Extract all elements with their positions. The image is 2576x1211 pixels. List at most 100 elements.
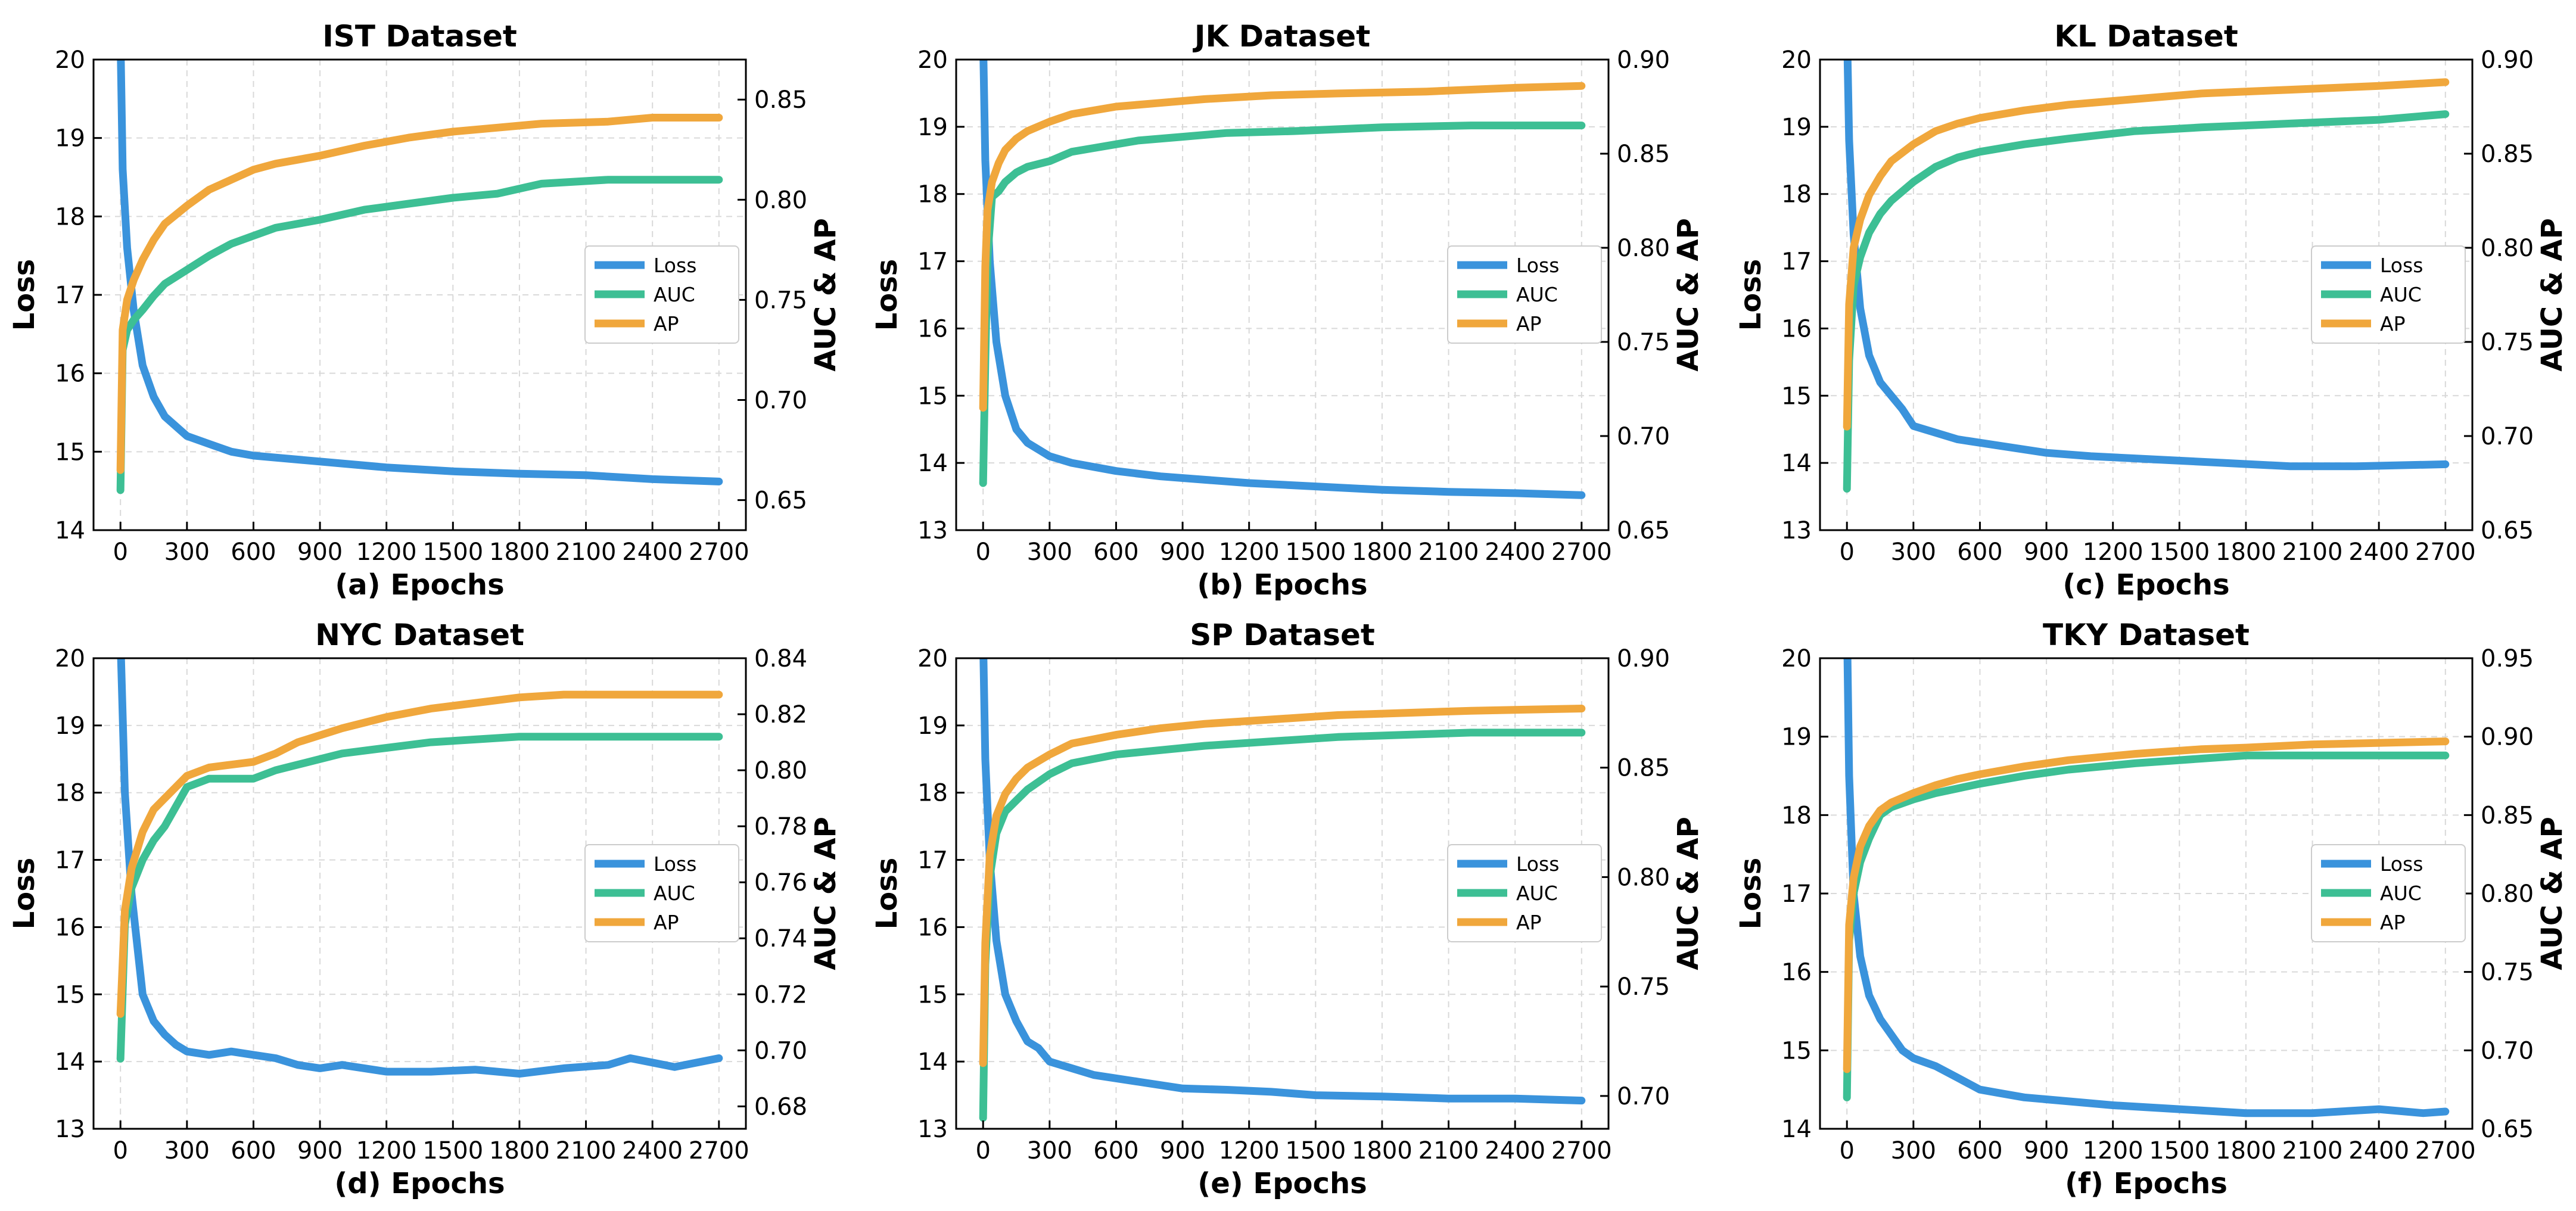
x-axis-label: (d) Epochs xyxy=(334,1167,505,1200)
x-tick-label: 1800 xyxy=(489,1137,550,1165)
y2-axis-label: AUC & AP xyxy=(1672,817,1705,970)
x-tick-label: 900 xyxy=(297,1137,343,1165)
plot-area xyxy=(1843,658,2450,1117)
y2-axis-label: AUC & AP xyxy=(1672,218,1705,371)
y2-tick-label: 0.76 xyxy=(754,869,807,896)
y2-axis-label: AUC & AP xyxy=(2535,218,2569,371)
y-tick-label: 18 xyxy=(1781,181,1812,208)
legend-box xyxy=(584,844,739,942)
y2-tick-label: 0.70 xyxy=(2481,423,2534,450)
y-tick-label: 14 xyxy=(1781,450,1812,477)
x-tick-label: 1200 xyxy=(1219,1137,1280,1165)
y-tick-label: 18 xyxy=(55,203,85,231)
y2-axis-label: AUC & AP xyxy=(809,817,842,970)
series-line-ap xyxy=(979,82,1586,412)
legend: Loss AUC AP xyxy=(1447,245,1602,344)
y-tick-label: 15 xyxy=(1781,382,1812,410)
subplot-4: 0 300 600 900 1200 1500 1800 2100 2400 2700 13 14 15… xyxy=(8,618,842,1200)
legend-box xyxy=(2311,245,2466,344)
subplot-3: 0 300 600 900 1200 1500 1800 2100 2400 2700 13 14 15… xyxy=(1734,19,2569,602)
legend: Loss AUC AP xyxy=(584,844,739,942)
y2-tick-label: 0.80 xyxy=(2481,880,2534,908)
y-tick-label: 13 xyxy=(917,517,948,544)
axes-frame xyxy=(955,657,1610,1130)
subplot-title: SP Dataset xyxy=(1190,618,1375,652)
y-tick-label: 14 xyxy=(917,450,948,477)
x-tick-label: 1500 xyxy=(1285,538,1346,566)
subplot-6: 0 300 600 900 1200 1500 1800 2100 2400 2700 14 15 16… xyxy=(1734,618,2569,1200)
x-tick-label: 1800 xyxy=(2216,1137,2276,1165)
x-tick-label: 0 xyxy=(113,538,127,566)
y-tick-label: 19 xyxy=(1781,114,1812,141)
x-tick-label: 300 xyxy=(1891,538,1936,566)
x-tick-label: 2700 xyxy=(689,538,749,566)
y2-tick-label: 0.90 xyxy=(1617,46,1670,74)
series-line-loss xyxy=(979,60,1586,499)
y-tick-label: 15 xyxy=(1781,1037,1812,1064)
y-tick-label: 15 xyxy=(55,438,85,466)
x-tick-label: 1500 xyxy=(2149,1137,2210,1165)
subplot-title: JK Dataset xyxy=(1193,19,1370,54)
subplot-title: KL Dataset xyxy=(2054,19,2238,54)
legend-box xyxy=(1447,245,1602,344)
x-tick-label: 0 xyxy=(975,538,990,566)
y-axis-label: Loss xyxy=(8,858,41,930)
y2-tick-label: 0.70 xyxy=(754,1037,807,1064)
x-tick-label: 0 xyxy=(113,1137,127,1165)
x-tick-label: 0 xyxy=(975,1137,990,1165)
y-tick-label: 14 xyxy=(55,517,85,544)
x-tick-label: 600 xyxy=(1093,1137,1138,1165)
y-tick-label: 15 xyxy=(917,981,948,1008)
axes-frame xyxy=(1819,58,2474,531)
y2-axis-label: AUC & AP xyxy=(2535,817,2569,970)
y-tick-label: 16 xyxy=(1781,315,1812,343)
y2-tick-label: 0.75 xyxy=(2481,959,2534,986)
legend-label-auc: AUC xyxy=(2380,283,2422,306)
series-line-auc xyxy=(116,176,723,494)
x-tick-label: 2400 xyxy=(1485,1137,1545,1165)
y2-tick-label: 0.70 xyxy=(1617,423,1670,450)
x-tick-label: 0 xyxy=(1839,538,1854,566)
y-tick-label: 17 xyxy=(55,282,85,309)
y2-tick-label: 0.75 xyxy=(1617,973,1670,1001)
subplot-2: 0 300 600 900 1200 1500 1800 2100 2400 2700 13 14 15… xyxy=(870,19,1705,602)
legend-label-ap: AP xyxy=(654,911,679,934)
x-tick-label: 2700 xyxy=(689,1137,749,1165)
y-tick-label: 16 xyxy=(55,914,85,941)
x-tick-label: 2100 xyxy=(556,1137,617,1165)
legend: Loss AUC AP xyxy=(2311,245,2466,344)
y2-tick-label: 0.72 xyxy=(754,981,807,1008)
y-tick-label: 16 xyxy=(55,360,85,388)
x-tick-label: 900 xyxy=(1160,538,1205,566)
legend-label-loss: Loss xyxy=(654,254,696,277)
y-tick-label: 16 xyxy=(1781,959,1812,986)
x-tick-label: 1200 xyxy=(356,538,417,566)
x-tick-label: 900 xyxy=(2024,538,2069,566)
y2-tick-label: 0.70 xyxy=(2481,1037,2534,1064)
y2-tick-label: 0.82 xyxy=(754,701,807,729)
x-tick-label: 1500 xyxy=(422,1137,483,1165)
y2-tick-label: 0.65 xyxy=(2481,517,2534,544)
legend-label-loss: Loss xyxy=(654,852,696,876)
plot-area xyxy=(979,658,1586,1122)
y-tick-label: 14 xyxy=(917,1048,948,1076)
legend-label-ap: AP xyxy=(654,312,679,335)
legend-label-auc: AUC xyxy=(654,882,695,905)
x-axis-label: (e) Epochs xyxy=(1197,1167,1367,1200)
series-line-loss xyxy=(979,658,1586,1105)
y-tick-label: 19 xyxy=(1781,724,1812,751)
legend-label-auc: AUC xyxy=(2380,882,2422,905)
x-tick-label: 1200 xyxy=(356,1137,417,1165)
y-tick-label: 18 xyxy=(917,181,948,208)
y2-tick-label: 0.95 xyxy=(2481,645,2534,673)
x-tick-label: 300 xyxy=(1891,1137,1936,1165)
subplot-1: 0 300 600 900 1200 1500 1800 2100 2400 2700 14 15 16… xyxy=(8,19,842,602)
subplot-title: NYC Dataset xyxy=(315,618,524,652)
x-tick-label: 1500 xyxy=(2149,538,2210,566)
x-tick-label: 2700 xyxy=(2415,1137,2476,1165)
axes-frame xyxy=(955,58,1610,531)
y2-tick-label: 0.90 xyxy=(1617,645,1670,673)
legend-label-loss: Loss xyxy=(1516,254,1559,277)
y-tick-label: 19 xyxy=(55,125,85,152)
